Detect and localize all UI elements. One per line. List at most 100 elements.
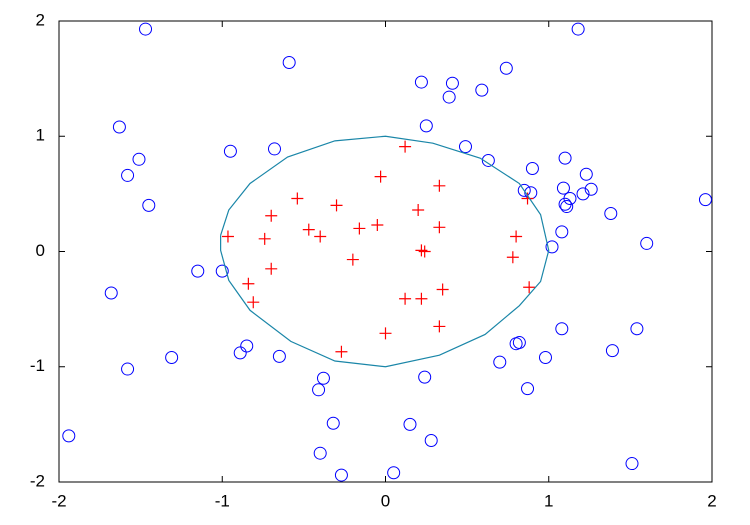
circle-point <box>191 264 205 278</box>
circle-point <box>267 142 281 156</box>
plus-point <box>506 251 519 264</box>
circle-point <box>558 197 572 211</box>
plus-point <box>415 292 428 305</box>
circle-point <box>112 120 126 134</box>
circle-point <box>142 198 156 212</box>
circle-point <box>698 193 712 207</box>
plus-point <box>433 179 446 192</box>
circle-point <box>555 322 569 336</box>
y-tick-label: -1 <box>30 356 45 375</box>
circle-point <box>556 181 570 195</box>
plot-frame <box>58 20 713 483</box>
circle-point <box>584 182 598 196</box>
circle-point <box>240 339 254 353</box>
plus-point <box>314 230 327 243</box>
circle-point <box>62 429 76 443</box>
plus-point <box>258 232 271 245</box>
circle-point <box>571 22 585 36</box>
circle-point <box>475 83 489 97</box>
y-tick-label: 2 <box>36 10 45 29</box>
circle-point <box>525 162 539 176</box>
circle-point <box>313 446 327 460</box>
x-tick-label: -2 <box>51 491 66 510</box>
circle-point <box>630 322 644 336</box>
circle-point <box>282 55 296 69</box>
boundary-line <box>220 135 550 368</box>
circle-point <box>334 468 348 482</box>
circle-point <box>387 466 401 480</box>
plus-point <box>510 230 523 243</box>
circle-point <box>493 355 507 369</box>
x-tick-label: -1 <box>215 491 230 510</box>
circle-point <box>104 286 118 300</box>
circle-point <box>424 434 438 448</box>
plus-point <box>374 170 387 183</box>
circle-point <box>458 140 472 154</box>
circle-point <box>139 22 153 36</box>
circle-point <box>414 75 428 89</box>
circle-point <box>312 383 326 397</box>
plus-point <box>436 283 449 296</box>
circle-point <box>509 337 523 351</box>
circle-point <box>132 152 146 166</box>
circle-point <box>445 76 459 90</box>
circle-point <box>538 351 552 365</box>
circle-point <box>165 351 179 365</box>
plus-point <box>379 327 392 340</box>
circle-point <box>121 168 135 182</box>
plus-point <box>247 296 260 309</box>
circle-point <box>521 382 535 396</box>
plus-point <box>399 292 412 305</box>
plus-point <box>433 320 446 333</box>
circle-point <box>558 151 572 165</box>
circle-point <box>419 119 433 133</box>
circle-point <box>326 416 340 430</box>
circle-point <box>605 344 619 358</box>
plus-point <box>265 262 278 275</box>
y-tick-label: 1 <box>36 126 45 145</box>
plus-point <box>353 222 366 235</box>
circle-point <box>223 144 237 158</box>
circle-point <box>316 371 330 385</box>
circle-point <box>272 349 286 363</box>
circle-point <box>233 346 247 360</box>
circle-point <box>640 236 654 250</box>
plus-point <box>221 230 234 243</box>
plus-point <box>242 277 255 290</box>
x-tick-label: 1 <box>544 491 553 510</box>
x-tick-label: 2 <box>707 491 716 510</box>
circle-point <box>499 61 513 75</box>
circle-point <box>555 225 569 239</box>
plus-point <box>371 218 384 231</box>
plus-point <box>433 221 446 234</box>
plus-point <box>346 253 359 266</box>
plus-point <box>412 204 425 217</box>
plus-point <box>335 345 348 358</box>
plus-point <box>415 244 428 257</box>
plus-point <box>418 245 431 258</box>
plus-point <box>330 199 343 212</box>
y-tick-label: -2 <box>30 471 45 490</box>
x-tick-label: 0 <box>381 491 390 510</box>
circle-point <box>545 240 559 254</box>
circle-point <box>403 417 417 431</box>
plus-point <box>302 223 315 236</box>
circle-point <box>576 187 590 201</box>
circle-point <box>604 206 618 220</box>
circle-point <box>625 457 639 471</box>
circle-point <box>121 362 135 376</box>
circle-point <box>418 370 432 384</box>
circle-point <box>517 183 531 197</box>
circle-point <box>560 200 574 214</box>
plus-point <box>399 140 412 153</box>
plus-point <box>291 192 304 205</box>
circle-point <box>579 167 593 181</box>
y-tick-label: 0 <box>36 241 45 260</box>
plus-point <box>523 281 536 294</box>
plus-point <box>265 209 278 222</box>
circle-point <box>442 90 456 104</box>
circle-point <box>481 153 495 167</box>
circle-point <box>215 264 229 278</box>
